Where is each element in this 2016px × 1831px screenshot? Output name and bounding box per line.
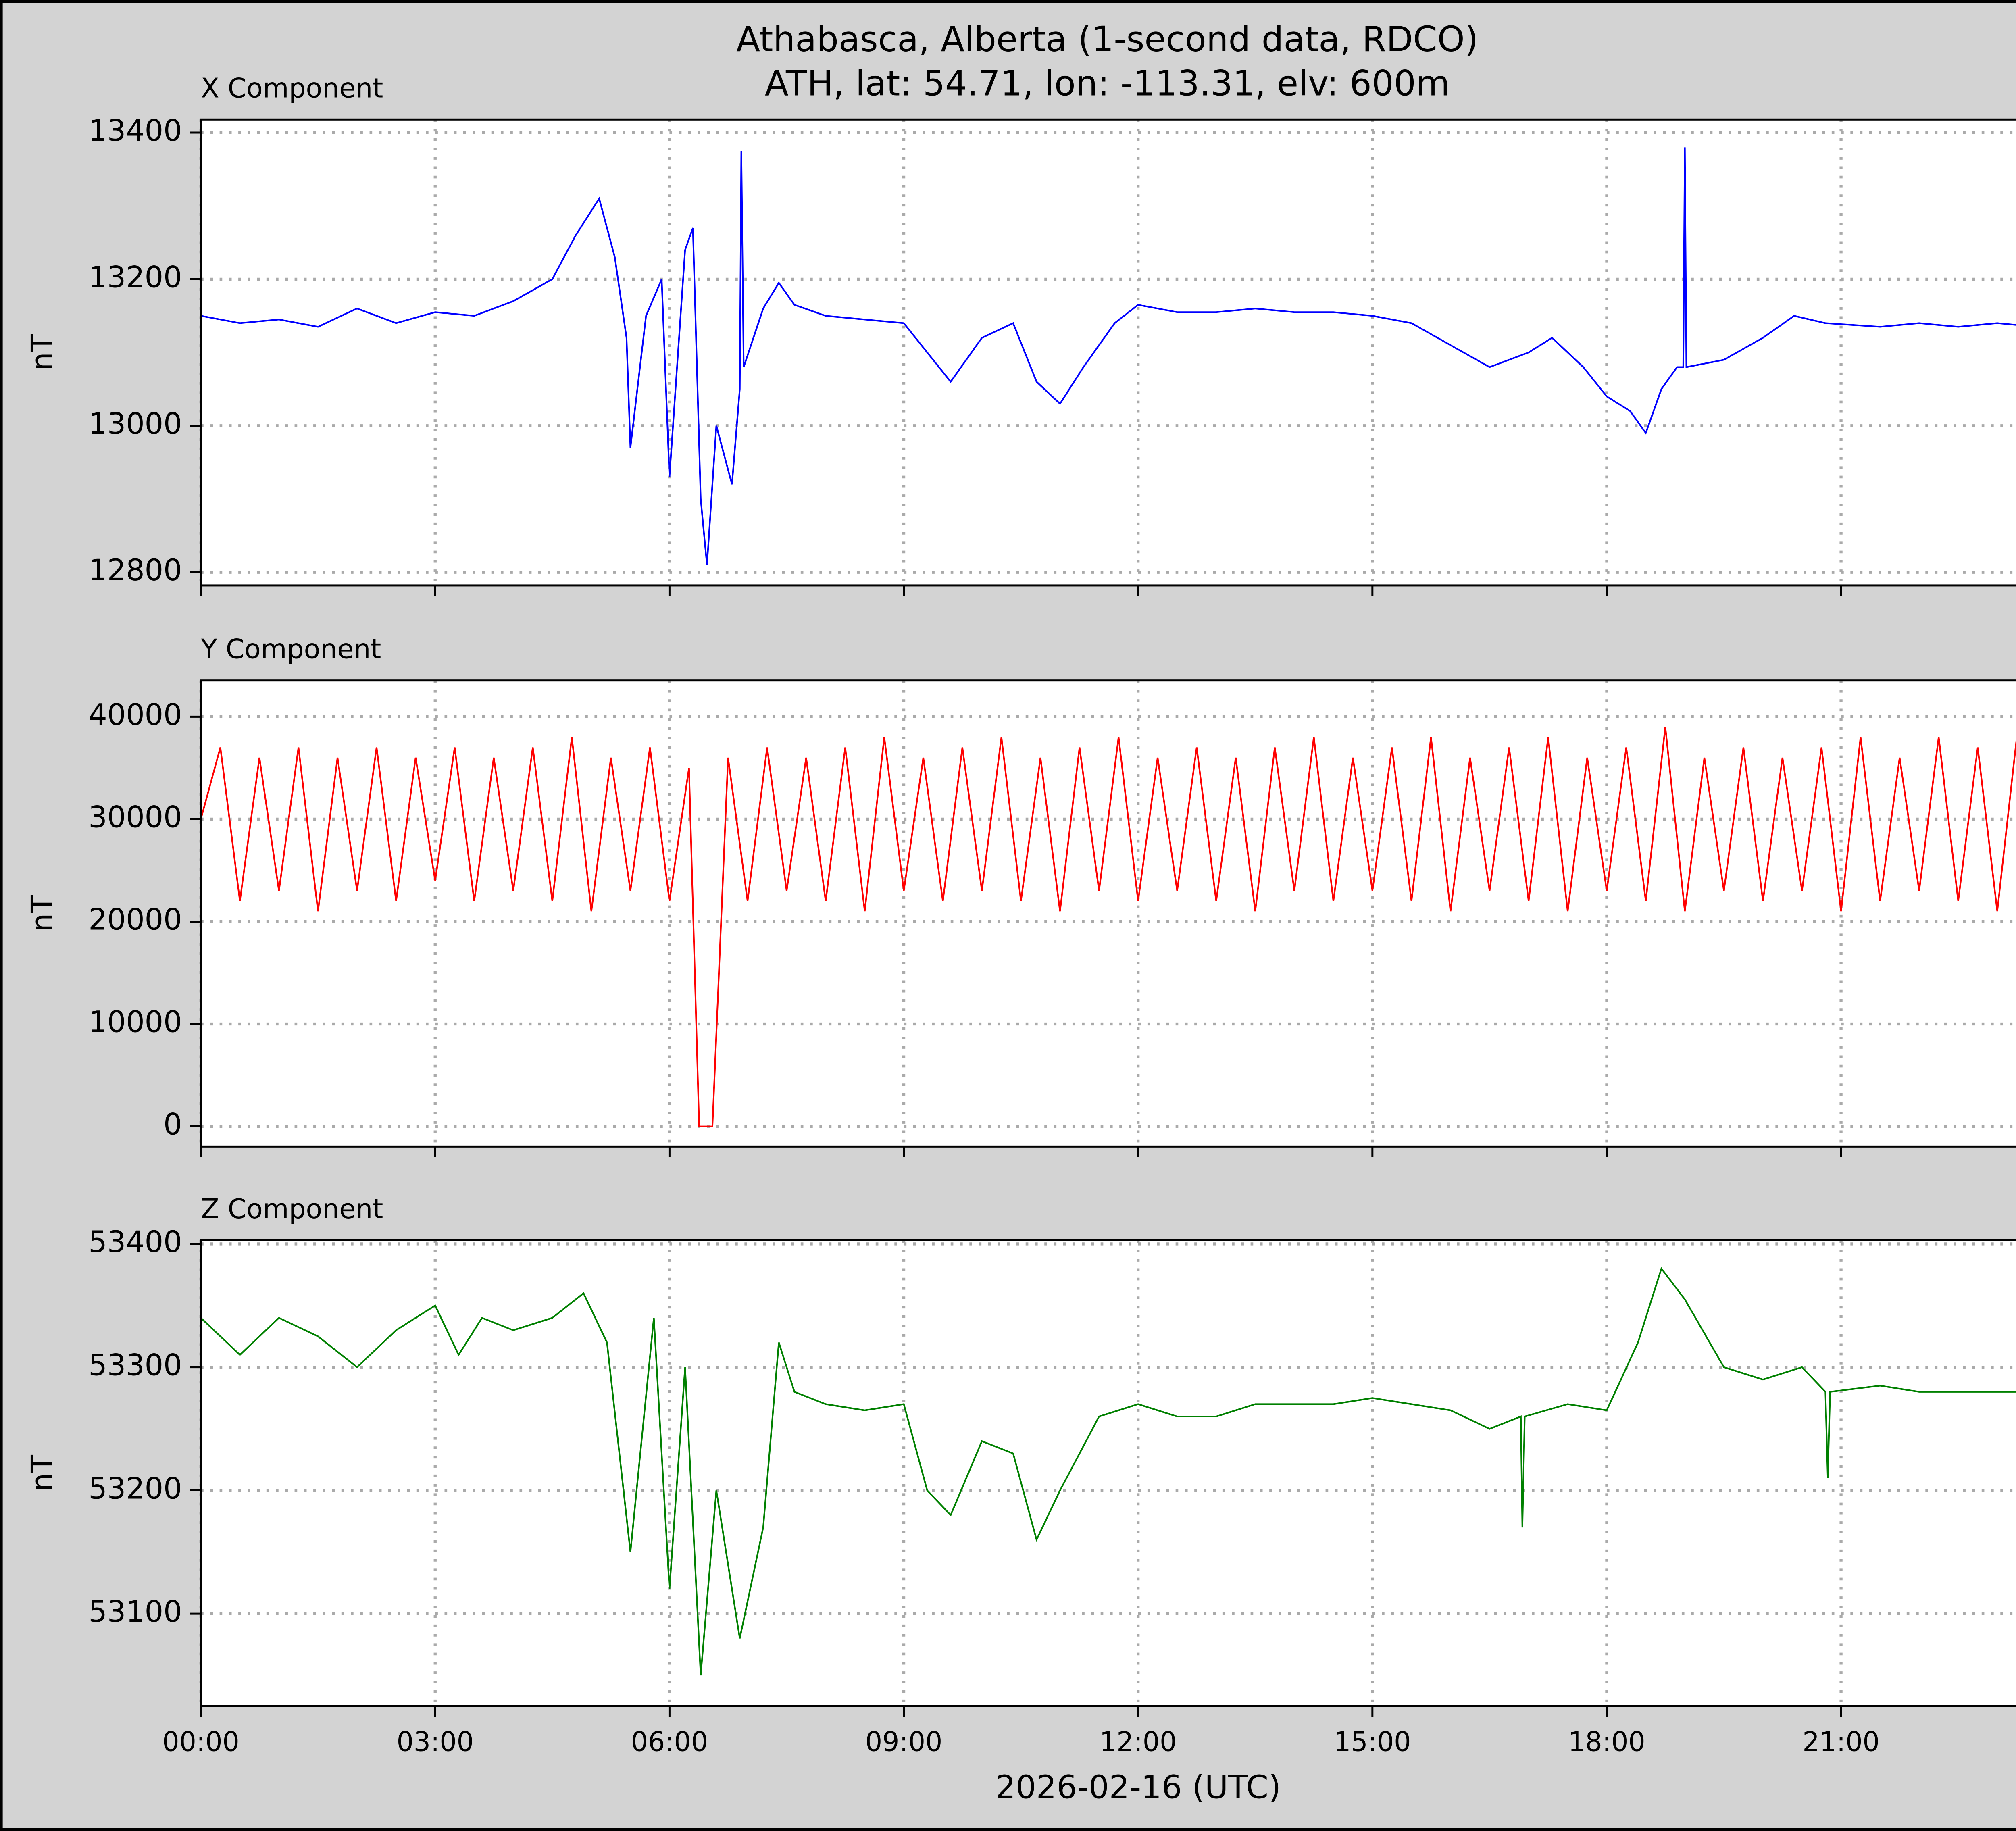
y-tick-label: 20000 [88,902,182,937]
panel-title: Z Component [201,1193,383,1225]
y-tick-label: 30000 [88,800,182,834]
y-tick-label: 10000 [88,1005,182,1039]
plot-frame [200,679,2016,1148]
x-tick-label: 03:00 [397,1726,474,1757]
x-tick-label: 18:00 [1568,1726,1645,1757]
x-tick-label: 09:00 [865,1726,942,1757]
x-tick-label: 06:00 [631,1726,708,1757]
data-line [200,147,2016,565]
y-tick-label: 13000 [88,407,182,441]
y-axis-label: nT [25,1455,60,1491]
y-tick-label: 53200 [88,1471,182,1506]
y-tick-label: 53300 [88,1348,182,1383]
chart-title: Athabasca, Alberta (1-second data, RDCO) [736,19,1478,60]
panel-title: X Component [201,72,383,104]
y-tick-label: 53100 [88,1595,182,1629]
x-tick-label: 21:00 [1802,1726,1879,1757]
y-tick-label: 53400 [88,1225,182,1259]
y-axis-label: nT [25,895,60,932]
x-axis-label: 2026-02-16 (UTC) [995,1768,1281,1806]
x-tick-label: 00:00 [162,1726,239,1757]
x-tick-label: 15:00 [1334,1726,1411,1757]
chart-subtitle: ATH, lat: 54.71, lon: -113.31, elv: 600m [765,64,1450,104]
y-axis-label: nT [25,334,60,371]
plot-area [201,680,2016,1147]
plot-area [201,1240,2016,1706]
data-line [200,727,2016,1127]
plot-area [201,119,2016,585]
plot-frame [200,1239,2016,1707]
panel-title: Y Component [200,633,381,665]
y-tick-label: 13400 [88,114,182,148]
data-line [200,1266,2016,1676]
y-tick-label: 0 [163,1108,182,1142]
plot-frame [200,118,2016,587]
y-tick-label: 12800 [88,553,182,587]
y-tick-label: 13200 [88,260,182,294]
y-tick-label: 40000 [88,698,182,732]
x-tick-label: 12:00 [1100,1726,1177,1757]
